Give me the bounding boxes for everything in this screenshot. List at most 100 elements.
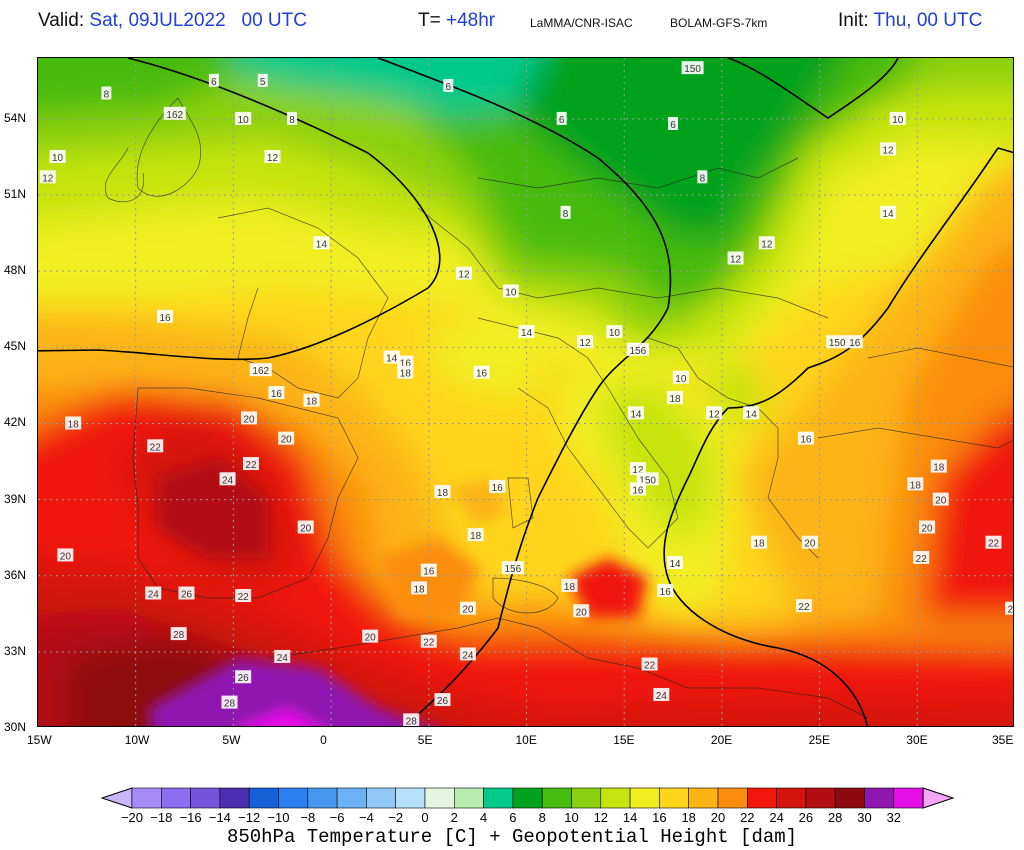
contour-label: 14	[627, 406, 644, 420]
model-label: BOLAM-GFS-7km	[670, 16, 768, 30]
contour-label-text: 20	[365, 633, 377, 644]
contour-label: 18	[667, 391, 684, 405]
contour-label-text: 10	[505, 287, 517, 298]
contour-label-text: 22	[245, 460, 257, 471]
contour-label-text: 26	[238, 673, 250, 684]
colorbar-swatch	[746, 787, 777, 809]
contour-label-text: 20	[576, 607, 588, 618]
contour-label: 14	[518, 325, 535, 339]
lat-tick: 45N	[4, 339, 27, 354]
colorbar-label: 6	[509, 810, 517, 825]
contour-label-text: 12	[882, 145, 894, 156]
colorbar-label: 24	[769, 810, 784, 825]
temperature-labels: 6 5 8 162 10 8 10 12 12 6 150 6 6 8 8 10 12 14 12 12 14 12 10 1…	[39, 61, 1014, 727]
contour-label: 18	[751, 535, 768, 550]
colorbar-swatch	[483, 787, 514, 809]
contour-label-text: 16	[423, 567, 435, 578]
contour-label: 156	[501, 561, 524, 575]
contour-label-text: 20	[300, 524, 312, 535]
contour-label-text: 8	[563, 209, 569, 220]
contour-label-text: 22	[1007, 605, 1014, 616]
contour-label-text: 16	[492, 483, 504, 494]
contour-label: 18	[411, 581, 428, 595]
contour-label-text: 12	[761, 239, 773, 250]
contour-label: 12	[706, 406, 723, 420]
colorbar	[100, 787, 955, 809]
contour-label: 8	[101, 86, 112, 101]
contour-label: 12	[727, 251, 744, 265]
lat-tick: 36N	[4, 567, 27, 582]
contour-label: 8	[697, 170, 708, 184]
contour-label: 6	[556, 111, 567, 126]
contour-label: 162	[163, 106, 186, 121]
lat-tick: 30N	[4, 720, 27, 734]
colorbar-swatch	[453, 787, 484, 809]
contour-label: 150	[681, 61, 704, 75]
contour-label-text: 12	[42, 173, 54, 184]
contour-label: 6	[208, 73, 219, 88]
contour-label-text: 10	[52, 153, 64, 164]
colorbar-swatch	[336, 787, 367, 809]
contour-label: 22	[1005, 601, 1014, 616]
lat-tick: 39N	[4, 491, 27, 506]
contour-label-text: 14	[669, 559, 681, 570]
colorbar-swatch	[190, 787, 221, 809]
lon-tick: 15W	[27, 733, 52, 747]
lon-tick: 20E	[710, 733, 733, 747]
contour-label: 20	[241, 411, 258, 425]
colorbar-over-arrow	[922, 787, 955, 809]
colorbar-swatch	[161, 787, 191, 809]
colorbar-swatch	[307, 787, 338, 809]
contour-label: 18	[65, 416, 82, 430]
contour-label-text: 5	[260, 77, 266, 88]
contour-label: 14	[313, 236, 330, 250]
colorbar-swatch	[893, 787, 924, 809]
step-value: +48hr	[445, 10, 496, 31]
colorbar-label: 2	[450, 810, 458, 825]
contour-label-text: 20	[60, 551, 72, 562]
contour-label: 12	[455, 266, 472, 281]
contour-label-text: 28	[406, 716, 418, 727]
lat-tick: 54N	[4, 110, 27, 125]
contour-label-text: 14	[521, 328, 533, 339]
source-label: LaMMA/CNR-ISAC	[530, 16, 633, 30]
contour-label: 22	[641, 657, 658, 672]
colorbar-label: 4	[479, 810, 488, 825]
contour-label-text: 150	[639, 475, 656, 486]
contour-label-text: 16	[849, 338, 861, 349]
contour-label: 22	[235, 589, 252, 603]
contour-label-text: 22	[988, 539, 1000, 550]
contour-label: 20	[919, 520, 936, 535]
contour-label: 22	[242, 457, 259, 471]
init-value: Thu, 00 UTC	[873, 10, 983, 31]
colorbar-swatch	[541, 787, 572, 809]
contour-label-text: 16	[400, 359, 412, 370]
contour-label-text: 6	[211, 77, 217, 88]
contour-label: 22	[985, 535, 1002, 550]
contour-label: 6	[668, 116, 679, 131]
contour-label-text: 20	[281, 435, 293, 446]
contour-label: 16	[473, 365, 490, 380]
contour-label-text: 10	[238, 115, 250, 126]
lat-tick: 42N	[4, 415, 27, 430]
colorbar-swatch	[278, 787, 309, 809]
colorbar-label: 28	[827, 810, 843, 825]
lat-tick: 48N	[4, 263, 27, 278]
contour-label-text: 20	[243, 414, 255, 425]
contour-label: 22	[420, 634, 437, 649]
contour-label: 22	[147, 439, 164, 453]
colorbar-label: 32	[886, 810, 902, 825]
contour-label: 20	[932, 492, 949, 507]
contour-label-text: 162	[252, 366, 269, 377]
contour-label-text: 8	[104, 90, 110, 101]
geopotential-contours	[38, 58, 1013, 726]
init-label: Init:	[838, 10, 869, 31]
contour-label-text: 10	[892, 115, 904, 126]
contour-label-text: 12	[730, 254, 742, 265]
contour-label: 14	[879, 205, 896, 220]
colorbar-label: 8	[538, 810, 546, 825]
contour-label: 20	[801, 535, 818, 550]
colorbar-label: 20	[710, 810, 726, 825]
contour-label: 24	[274, 649, 291, 664]
temperature-map: 6 5 8 162 10 8 10 12 12 6 150 6 6 8 8 10 12 14 12 12 14 12 10 1…	[38, 58, 1014, 727]
